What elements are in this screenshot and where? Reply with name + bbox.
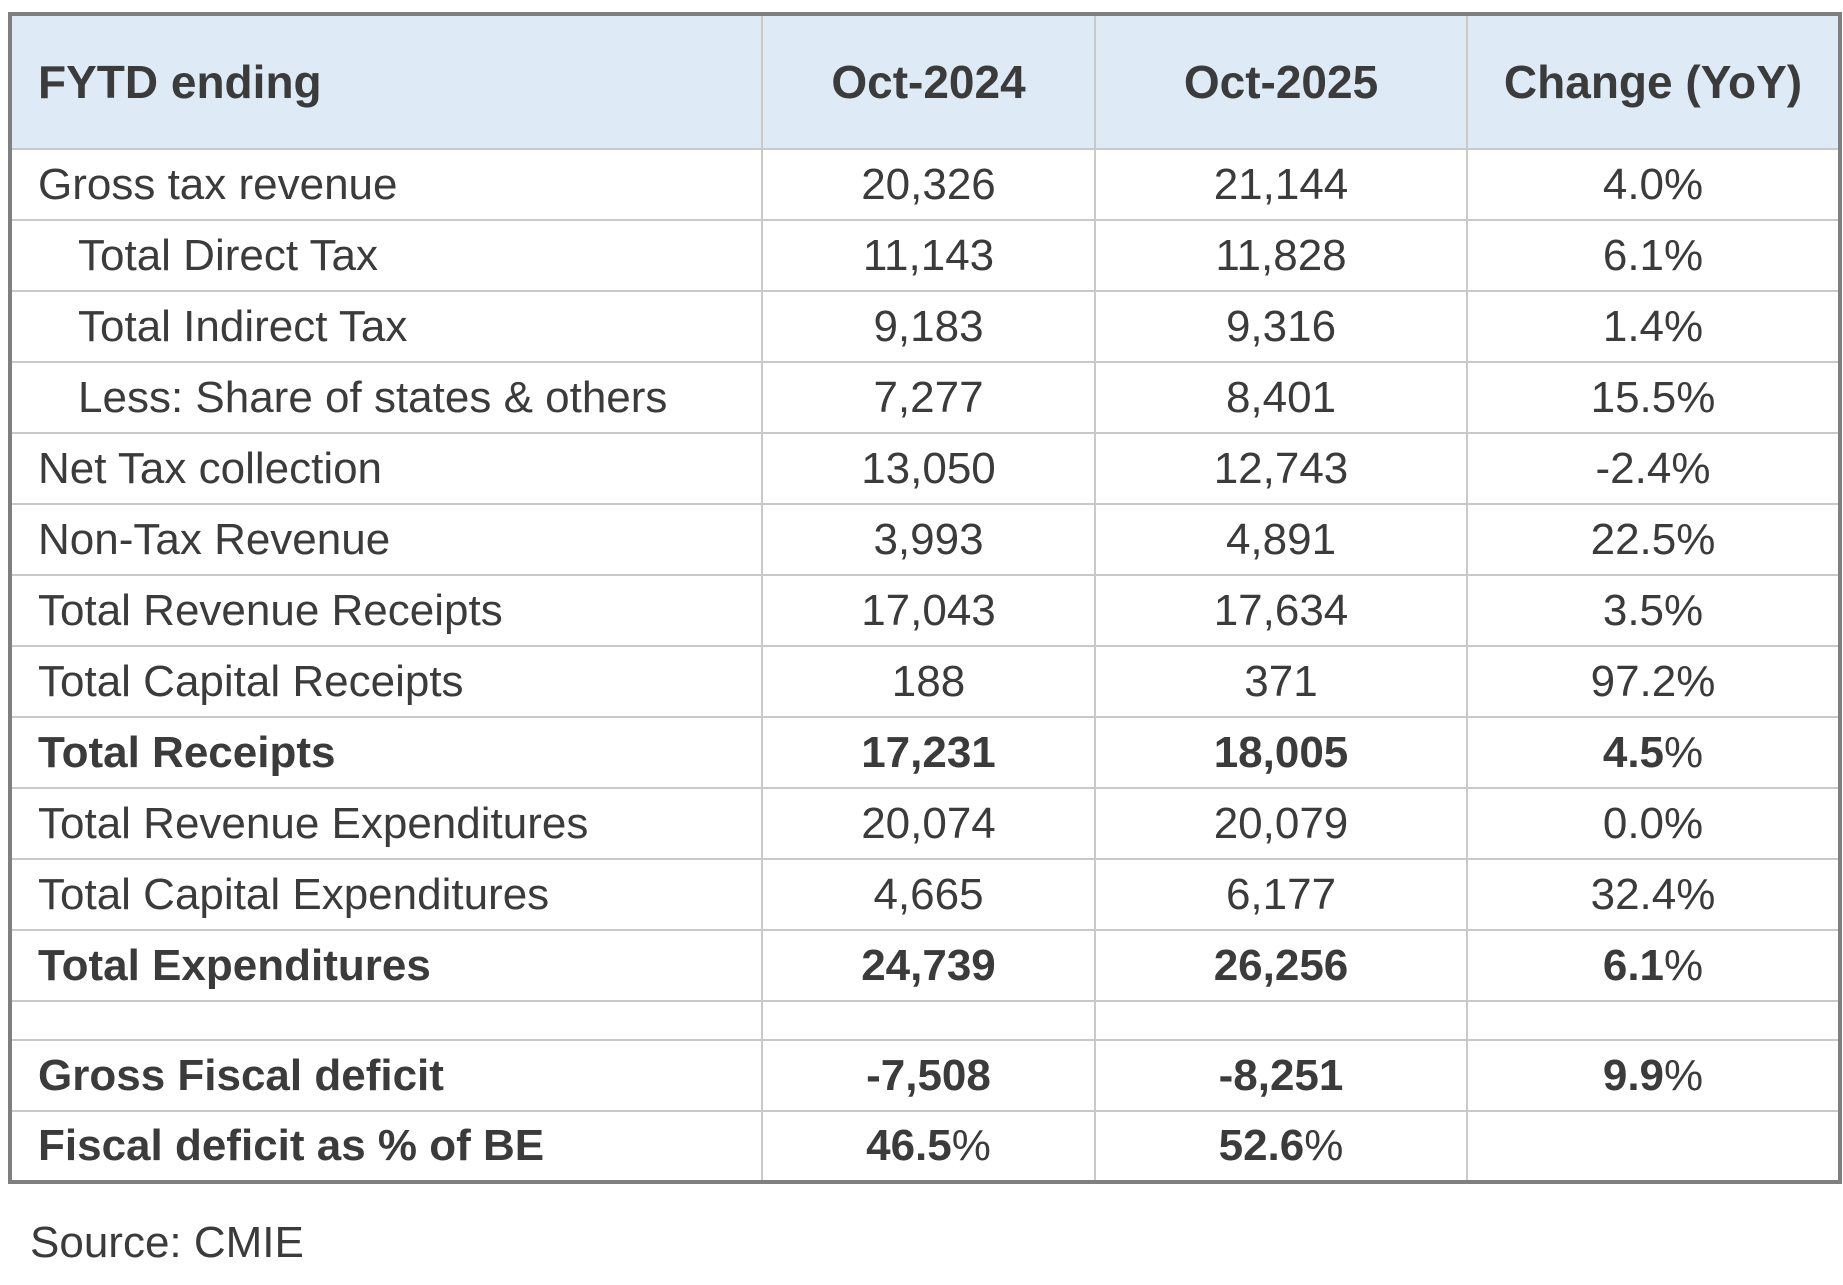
row-label: Total Capital Expenditures bbox=[9, 858, 763, 931]
row-label: Total Capital Receipts bbox=[9, 645, 763, 718]
col-header-oct-2024: Oct-2024 bbox=[761, 13, 1096, 150]
row-value: 97.2% bbox=[1466, 645, 1841, 718]
row-value: 32.4% bbox=[1466, 858, 1841, 931]
row-value: 9.9% bbox=[1466, 1039, 1841, 1112]
row-value: 6,177 bbox=[1094, 858, 1468, 931]
table-body: Gross tax revenue 20,326 21,144 4.0% Total D… bbox=[9, 148, 1841, 1183]
row-value: 4,665 bbox=[761, 858, 1096, 931]
header-row: FYTD ending Oct-2024 Oct-2025 Change (Yo… bbox=[9, 13, 1841, 150]
row-value bbox=[1466, 1110, 1841, 1183]
row-value: 6.1% bbox=[1466, 219, 1841, 292]
row-value: 371 bbox=[1094, 645, 1468, 718]
row-value: 18,005 bbox=[1094, 716, 1468, 789]
row-value: 11,143 bbox=[761, 219, 1096, 292]
row-value: 9,183 bbox=[761, 290, 1096, 363]
row-value: 8,401 bbox=[1094, 361, 1468, 434]
row-value: 46.5% bbox=[761, 1110, 1096, 1183]
table-row: Total Direct Tax 11,143 11,828 6.1% bbox=[9, 219, 1841, 292]
row-value: 15.5% bbox=[1466, 361, 1841, 434]
row-label bbox=[9, 1000, 763, 1041]
row-value: -2.4% bbox=[1466, 432, 1841, 505]
row-label: Total Indirect Tax bbox=[9, 290, 763, 363]
fiscal-data-table: FYTD ending Oct-2024 Oct-2025 Change (Yo… bbox=[8, 12, 1842, 1184]
row-value: 3,993 bbox=[761, 503, 1096, 576]
row-label: Total Receipts bbox=[9, 716, 763, 789]
table-row: Total Expenditures 24,739 26,256 6.1% bbox=[9, 929, 1841, 1002]
row-label: Gross Fiscal deficit bbox=[9, 1039, 763, 1112]
row-value: 4,891 bbox=[1094, 503, 1468, 576]
spacer-row bbox=[9, 1000, 1841, 1041]
row-value: 11,828 bbox=[1094, 219, 1468, 292]
row-label: Fiscal deficit as % of BE bbox=[9, 1110, 763, 1183]
row-value: -7,508 bbox=[761, 1039, 1096, 1112]
table-row: Total Capital Expenditures 4,665 6,177 32.4… bbox=[9, 858, 1841, 931]
row-value: 22.5% bbox=[1466, 503, 1841, 576]
table-row: Gross Fiscal deficit -7,508 -8,251 9.9% bbox=[9, 1039, 1841, 1112]
row-value: 52.6% bbox=[1094, 1110, 1468, 1183]
row-label: Gross tax revenue bbox=[9, 148, 763, 221]
table-row: Total Revenue Expenditures 20,074 20,079 0.… bbox=[9, 787, 1841, 860]
row-label: Total Revenue Expenditures bbox=[9, 787, 763, 860]
row-value: -8,251 bbox=[1094, 1039, 1468, 1112]
table-row: Total Revenue Receipts 17,043 17,634 3.5% bbox=[9, 574, 1841, 647]
row-label: Total Revenue Receipts bbox=[9, 574, 763, 647]
row-value bbox=[1094, 1000, 1468, 1041]
row-value: 6.1% bbox=[1466, 929, 1841, 1002]
row-value: 21,144 bbox=[1094, 148, 1468, 221]
table-row: Total Capital Receipts 188 371 97.2% bbox=[9, 645, 1841, 718]
row-value: 12,743 bbox=[1094, 432, 1468, 505]
row-value: 17,043 bbox=[761, 574, 1096, 647]
row-value: 4.5% bbox=[1466, 716, 1841, 789]
row-value: 13,050 bbox=[761, 432, 1096, 505]
col-header-change-yoy: Change (YoY) bbox=[1466, 13, 1841, 150]
row-value: 0.0% bbox=[1466, 787, 1841, 860]
row-value: 17,634 bbox=[1094, 574, 1468, 647]
row-value: 26,256 bbox=[1094, 929, 1468, 1002]
row-value: 20,326 bbox=[761, 148, 1096, 221]
row-value: 24,739 bbox=[761, 929, 1096, 1002]
row-value: 3.5% bbox=[1466, 574, 1841, 647]
row-value bbox=[761, 1000, 1096, 1041]
table-row: Less: Share of states & others 7,277 8,401… bbox=[9, 361, 1841, 434]
row-value bbox=[1466, 1000, 1841, 1041]
col-header-fytd-ending: FYTD ending bbox=[9, 13, 763, 150]
row-value: 7,277 bbox=[761, 361, 1096, 434]
row-value: 188 bbox=[761, 645, 1096, 718]
row-value: 1.4% bbox=[1466, 290, 1841, 363]
row-label: Total Expenditures bbox=[9, 929, 763, 1002]
row-value: 20,074 bbox=[761, 787, 1096, 860]
row-value: 20,079 bbox=[1094, 787, 1468, 860]
col-header-oct-2025: Oct-2025 bbox=[1094, 13, 1468, 150]
table-row: Net Tax collection 13,050 12,743 -2.4% bbox=[9, 432, 1841, 505]
row-label: Total Direct Tax bbox=[9, 219, 763, 292]
table-row: Gross tax revenue 20,326 21,144 4.0% bbox=[9, 148, 1841, 221]
row-value: 9,316 bbox=[1094, 290, 1468, 363]
row-label: Non-Tax Revenue bbox=[9, 503, 763, 576]
source-note: Source: CMIE bbox=[30, 1218, 304, 1267]
row-value: 17,231 bbox=[761, 716, 1096, 789]
table-row: Total Receipts 17,231 18,005 4.5% bbox=[9, 716, 1841, 789]
table-row: Non-Tax Revenue 3,993 4,891 22.5% bbox=[9, 503, 1841, 576]
table-row: Total Indirect Tax 9,183 9,316 1.4% bbox=[9, 290, 1841, 363]
row-value: 4.0% bbox=[1466, 148, 1841, 221]
row-label: Less: Share of states & others bbox=[9, 361, 763, 434]
row-label: Net Tax collection bbox=[9, 432, 763, 505]
table-row: Fiscal deficit as % of BE 46.5% 52.6% bbox=[9, 1110, 1841, 1183]
